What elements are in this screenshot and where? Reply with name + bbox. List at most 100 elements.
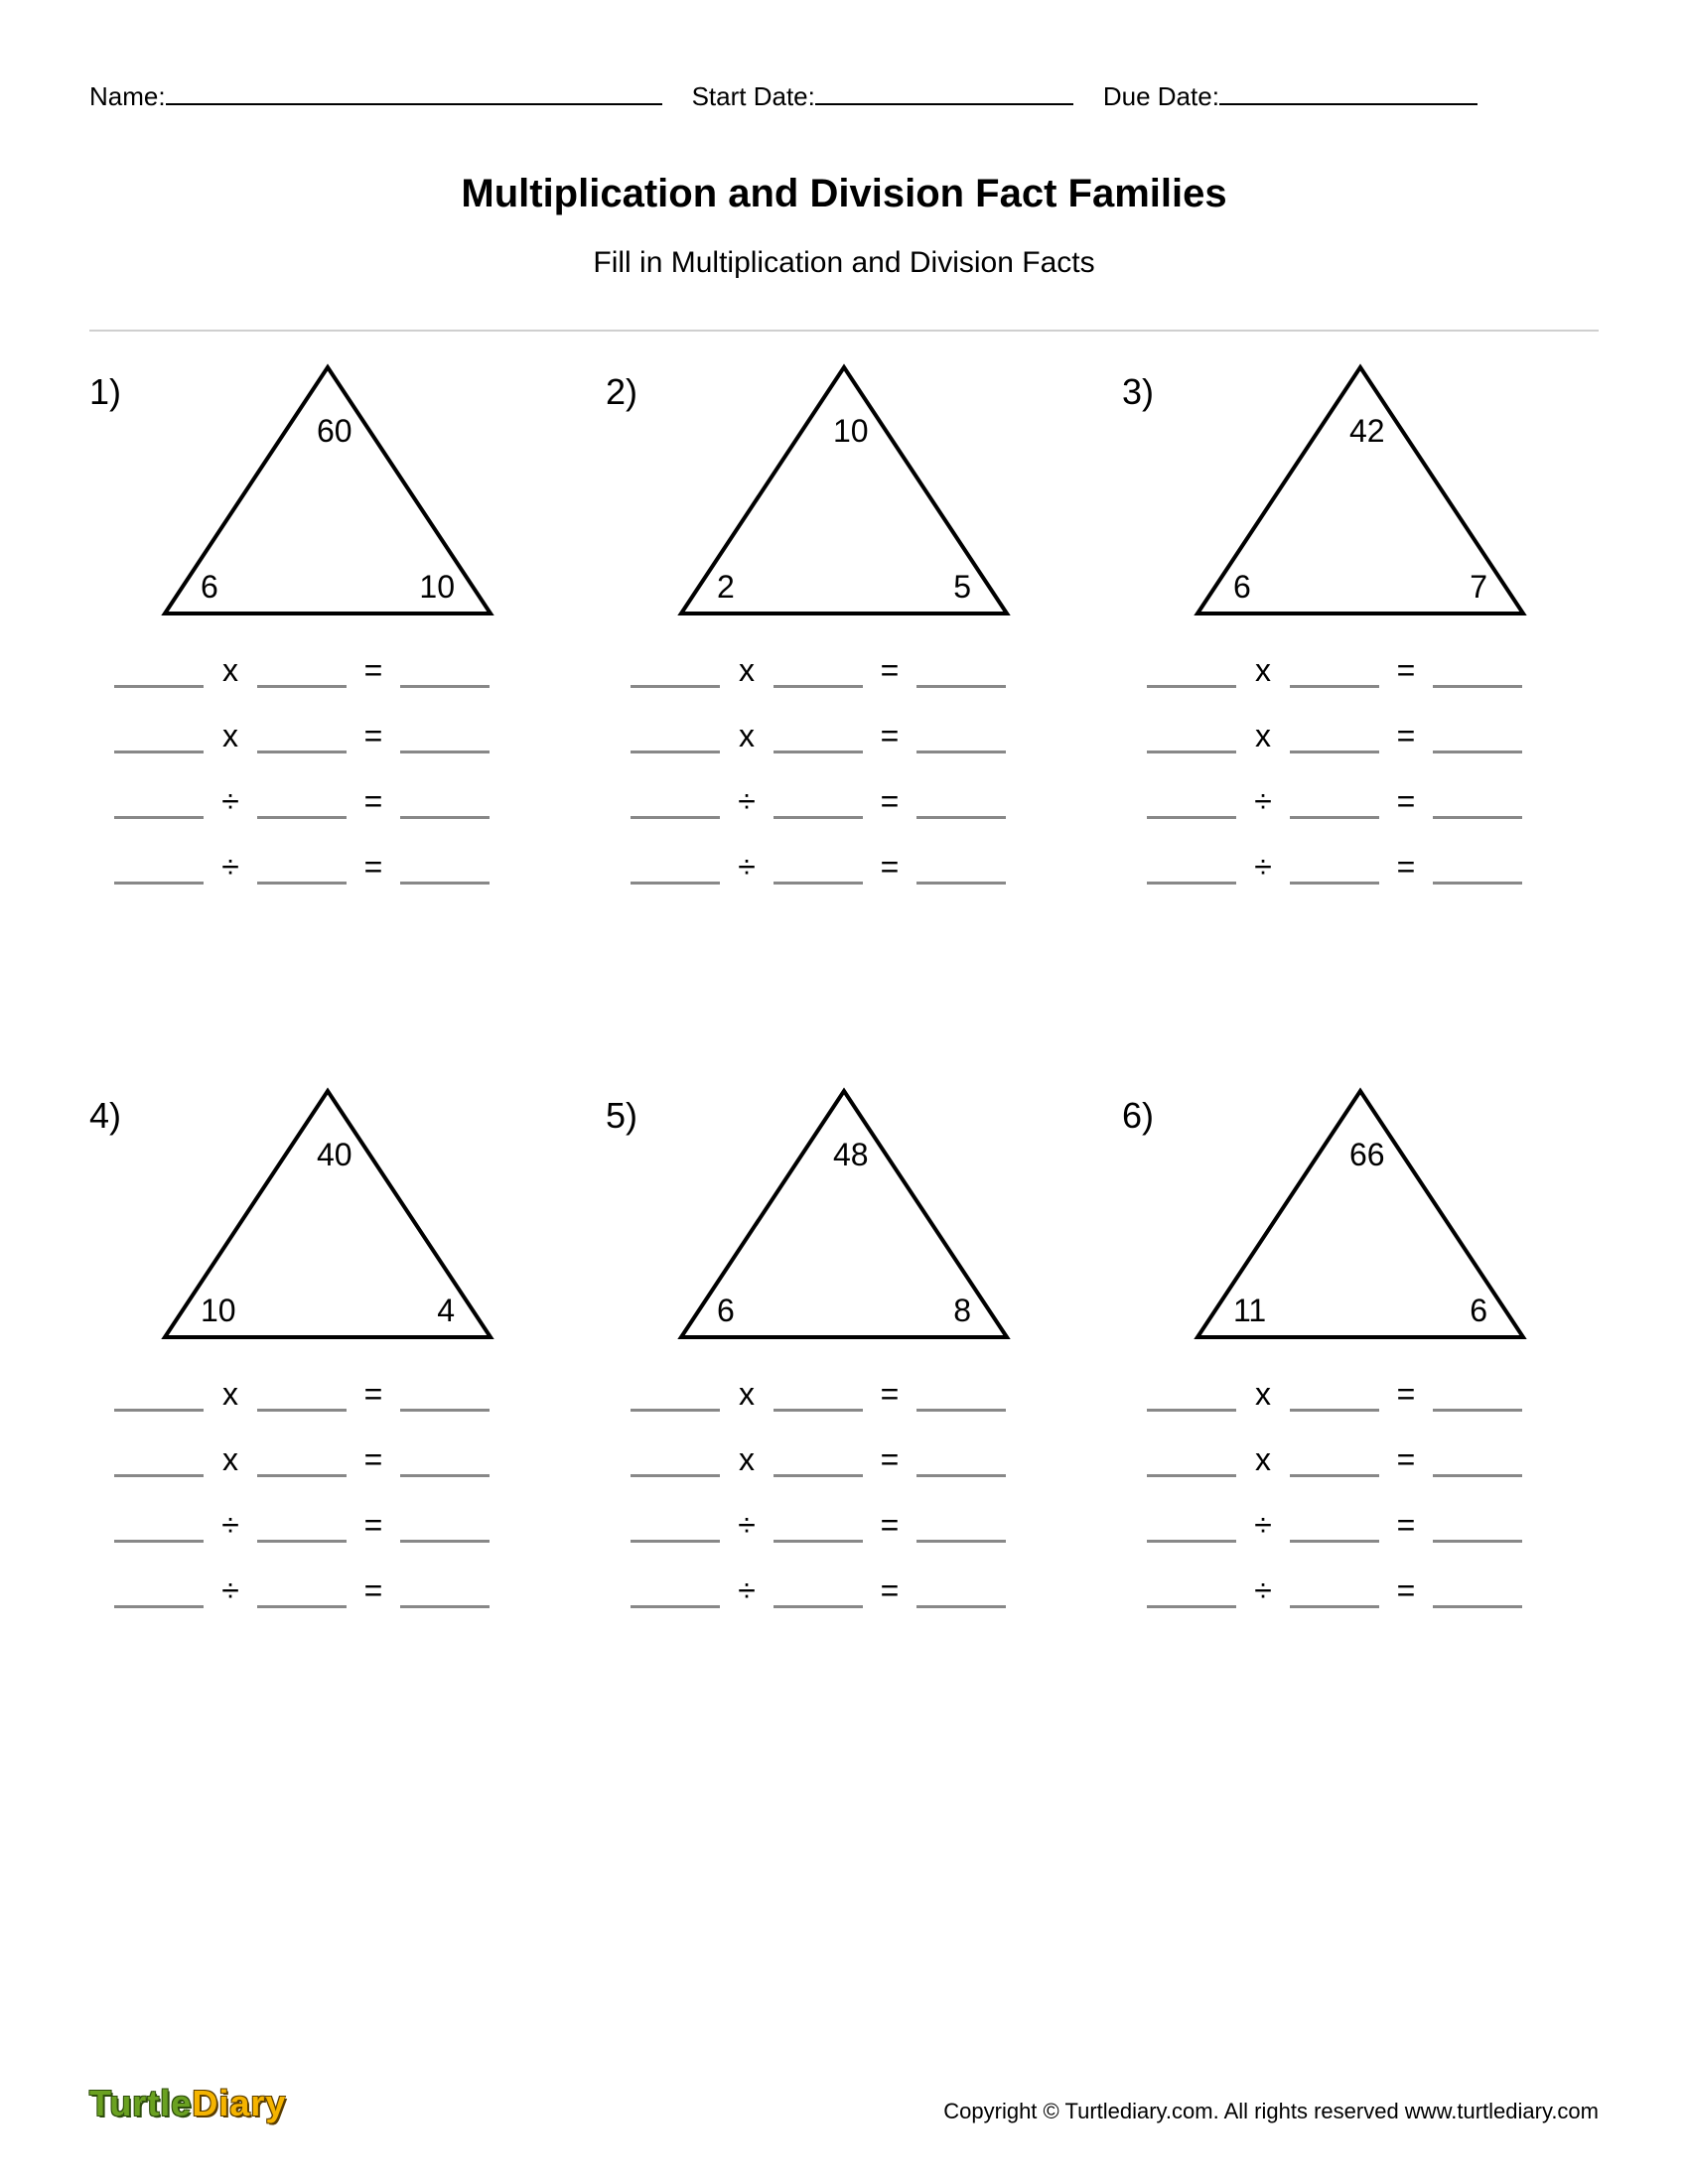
answer-blank[interactable] — [1147, 1578, 1236, 1608]
triangle-wrap: 4267 — [1122, 361, 1599, 619]
answer-blank[interactable] — [1147, 658, 1236, 688]
equals-sign: = — [875, 1443, 905, 1477]
answer-blank[interactable] — [257, 789, 347, 819]
answer-blank[interactable] — [1433, 724, 1522, 753]
answer-blank[interactable] — [1433, 658, 1522, 688]
answer-blank[interactable] — [257, 855, 347, 885]
problem: 6)66116x=x=÷=÷= — [1122, 1085, 1599, 1640]
equations: x=x=÷=÷= — [89, 1378, 566, 1608]
answer-blank[interactable] — [916, 855, 1006, 885]
answer-blank[interactable] — [400, 789, 490, 819]
answer-blank[interactable] — [916, 1513, 1006, 1543]
fact-triangle: 40104 — [159, 1085, 496, 1343]
answer-blank[interactable] — [631, 789, 720, 819]
triangle-left-value: 6 — [717, 1293, 735, 1329]
answer-blank[interactable] — [114, 1447, 204, 1477]
answer-blank[interactable] — [1147, 789, 1236, 819]
divide-operator: ÷ — [215, 785, 245, 819]
answer-blank[interactable] — [916, 789, 1006, 819]
answer-blank[interactable] — [257, 1382, 347, 1412]
due-date-field: Due Date: — [1103, 79, 1477, 112]
answer-blank[interactable] — [1147, 1447, 1236, 1477]
answer-blank[interactable] — [631, 855, 720, 885]
answer-blank[interactable] — [257, 1513, 347, 1543]
answer-blank[interactable] — [1290, 1578, 1379, 1608]
answer-blank[interactable] — [114, 1382, 204, 1412]
answer-blank[interactable] — [114, 1578, 204, 1608]
answer-blank[interactable] — [1290, 724, 1379, 753]
equation-row: ÷= — [1147, 785, 1584, 819]
due-date-blank-line[interactable] — [1219, 79, 1477, 105]
answer-blank[interactable] — [916, 1578, 1006, 1608]
answer-blank[interactable] — [1147, 1513, 1236, 1543]
answer-blank[interactable] — [1147, 724, 1236, 753]
answer-blank[interactable] — [114, 1513, 204, 1543]
answer-blank[interactable] — [257, 658, 347, 688]
logo: TurtleDiary — [89, 2083, 286, 2124]
answer-blank[interactable] — [400, 1382, 490, 1412]
answer-blank[interactable] — [400, 1513, 490, 1543]
answer-blank[interactable] — [774, 1513, 863, 1543]
multiply-operator: x — [215, 1378, 245, 1412]
answer-blank[interactable] — [774, 658, 863, 688]
answer-blank[interactable] — [916, 1447, 1006, 1477]
page-subtitle: Fill in Multiplication and Division Fact… — [89, 246, 1599, 280]
equals-sign: = — [875, 785, 905, 819]
name-blank-line[interactable] — [166, 79, 662, 105]
answer-blank[interactable] — [631, 1513, 720, 1543]
answer-blank[interactable] — [114, 789, 204, 819]
answer-blank[interactable] — [774, 789, 863, 819]
answer-blank[interactable] — [774, 1578, 863, 1608]
answer-blank[interactable] — [257, 1447, 347, 1477]
answer-blank[interactable] — [114, 658, 204, 688]
equation-row: ÷= — [114, 1574, 551, 1608]
answer-blank[interactable] — [774, 1382, 863, 1412]
triangle-left-value: 6 — [1233, 569, 1251, 606]
equations: x=x=÷=÷= — [89, 654, 566, 885]
answer-blank[interactable] — [631, 1447, 720, 1477]
answer-blank[interactable] — [1290, 1513, 1379, 1543]
answer-blank[interactable] — [1290, 855, 1379, 885]
answer-blank[interactable] — [257, 724, 347, 753]
answer-blank[interactable] — [916, 658, 1006, 688]
answer-blank[interactable] — [916, 1382, 1006, 1412]
multiply-operator: x — [1248, 1378, 1278, 1412]
answer-blank[interactable] — [631, 658, 720, 688]
fact-triangle: 4267 — [1192, 361, 1529, 619]
answer-blank[interactable] — [774, 1447, 863, 1477]
answer-blank[interactable] — [1433, 789, 1522, 819]
answer-blank[interactable] — [774, 855, 863, 885]
answer-blank[interactable] — [114, 855, 204, 885]
header-fields: Name: Start Date: Due Date: — [89, 79, 1599, 112]
answer-blank[interactable] — [1147, 1382, 1236, 1412]
answer-blank[interactable] — [631, 724, 720, 753]
answer-blank[interactable] — [631, 1578, 720, 1608]
answer-blank[interactable] — [1433, 1513, 1522, 1543]
answer-blank[interactable] — [916, 724, 1006, 753]
equation-row: ÷= — [114, 1509, 551, 1543]
answer-blank[interactable] — [1290, 1382, 1379, 1412]
answer-blank[interactable] — [257, 1578, 347, 1608]
answer-blank[interactable] — [774, 724, 863, 753]
answer-blank[interactable] — [400, 1447, 490, 1477]
answer-blank[interactable] — [1290, 658, 1379, 688]
answer-blank[interactable] — [400, 658, 490, 688]
answer-blank[interactable] — [400, 724, 490, 753]
answer-blank[interactable] — [1147, 855, 1236, 885]
divide-operator: ÷ — [732, 851, 762, 885]
answer-blank[interactable] — [631, 1382, 720, 1412]
answer-blank[interactable] — [1290, 1447, 1379, 1477]
answer-blank[interactable] — [1433, 855, 1522, 885]
triangle-top-value: 42 — [1349, 413, 1385, 450]
answer-blank[interactable] — [400, 1578, 490, 1608]
triangle-right-value: 5 — [953, 569, 971, 606]
answer-blank[interactable] — [1433, 1382, 1522, 1412]
worksheet-page: Name: Start Date: Due Date: Multiplicati… — [0, 0, 1688, 1640]
fact-triangle: 66116 — [1192, 1085, 1529, 1343]
answer-blank[interactable] — [1290, 789, 1379, 819]
answer-blank[interactable] — [400, 855, 490, 885]
answer-blank[interactable] — [114, 724, 204, 753]
answer-blank[interactable] — [1433, 1578, 1522, 1608]
start-date-blank-line[interactable] — [815, 79, 1073, 105]
answer-blank[interactable] — [1433, 1447, 1522, 1477]
